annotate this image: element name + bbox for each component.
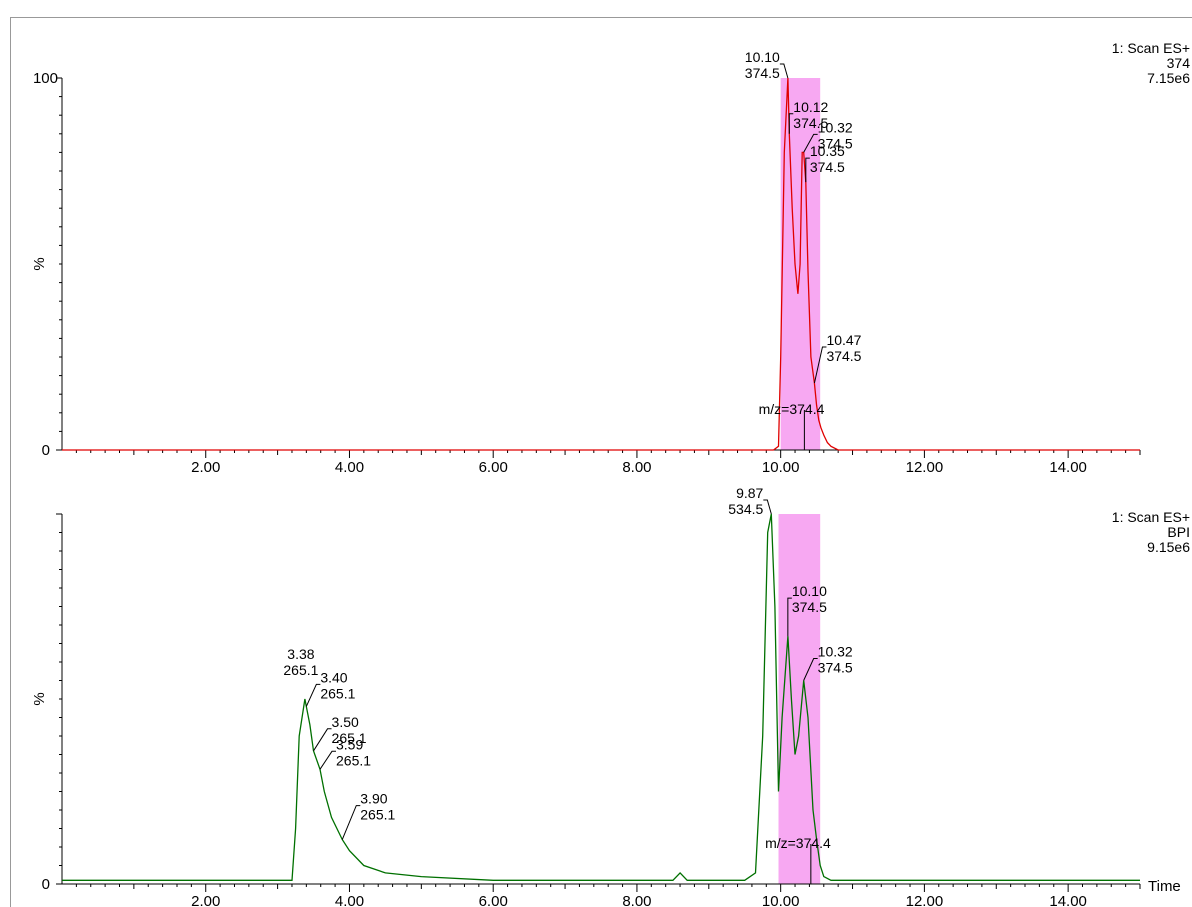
y-tick-label: 0 [42, 876, 50, 893]
peak-mz-label: 374.5 [793, 115, 828, 131]
peak-mz-label: 374.5 [745, 65, 780, 81]
peak-leader [805, 157, 810, 183]
trace-info-label: 374 [1167, 55, 1191, 71]
x-tick-label: 6.00 [479, 459, 508, 476]
peak-leader [319, 750, 337, 770]
peak-leader [779, 63, 789, 79]
y-axis-label: % [31, 257, 48, 270]
peak-rt-label: 3.38 [287, 646, 314, 662]
peak-leader [787, 597, 792, 637]
trace-info-label: 7.15e6 [1147, 70, 1190, 86]
peak-mz-label: 374.5 [792, 599, 827, 615]
trace-info-label: 1: Scan ES+ [1112, 509, 1190, 525]
peak-mz-label: 265.1 [320, 685, 355, 701]
peak-leader [813, 346, 827, 384]
peak-mz-label: 265.1 [283, 662, 318, 678]
peak-mz-label: 374.5 [810, 159, 845, 175]
peak-leader [341, 805, 361, 840]
peak-rt-label: 10.10 [745, 49, 780, 65]
peak-rt-label: 10.35 [810, 143, 845, 159]
peak-mz-label: 534.5 [728, 501, 763, 517]
peak-mz-label: 374.5 [818, 135, 853, 151]
highlight-band [778, 514, 821, 884]
series-line [62, 77, 1140, 451]
peak-leader [763, 499, 772, 515]
peak-rt-label: 3.40 [320, 669, 347, 685]
peak-rt-label: 10.32 [818, 119, 853, 135]
x-tick-label: 2.00 [191, 893, 220, 907]
x-tick-label: 8.00 [622, 459, 651, 476]
peak-leader [803, 658, 818, 681]
x-tick-label: 14.00 [1049, 459, 1087, 476]
peak-mz-label: 374.5 [818, 660, 853, 676]
marker-label: m/z=374.4 [759, 401, 825, 417]
peak-leader [788, 113, 794, 134]
peak-leader [313, 728, 332, 752]
peak-rt-label: 10.12 [793, 99, 828, 115]
peak-rt-label: 3.50 [332, 714, 359, 730]
peak-leader [305, 683, 321, 707]
peak-mz-label: 265.1 [360, 807, 395, 823]
peak-rt-label: 10.47 [826, 332, 861, 348]
x-tick-label: 4.00 [335, 893, 364, 907]
x-tick-label: 2.00 [191, 459, 220, 476]
x-axis-label: Time [1148, 878, 1181, 895]
trace-info-label: 9.15e6 [1147, 539, 1190, 555]
peak-rt-label: 10.32 [818, 644, 853, 660]
marker-label: m/z=374.4 [765, 835, 831, 851]
peak-rt-label: 10.10 [792, 583, 827, 599]
y-tick-label: 100 [33, 70, 58, 87]
peak-rt-label: 3.59 [336, 736, 363, 752]
peak-mz-label: 265.1 [332, 730, 367, 746]
peak-mz-label: 265.1 [336, 752, 371, 768]
x-tick-label: 4.00 [335, 459, 364, 476]
peak-mz-label: 374.5 [826, 348, 861, 364]
x-tick-label: 14.00 [1049, 893, 1087, 907]
x-tick-label: 6.00 [479, 893, 508, 907]
y-axis-label: % [31, 692, 48, 705]
x-tick-label: 10.00 [762, 459, 800, 476]
x-tick-label: 10.00 [762, 893, 800, 907]
y-tick-label: 0 [42, 442, 50, 459]
trace-info-label: BPI [1167, 524, 1190, 540]
peak-leader [803, 133, 818, 153]
peak-rt-label: 9.87 [736, 485, 763, 501]
trace-info-label: 1: Scan ES+ [1112, 40, 1190, 56]
series-line [62, 513, 1140, 881]
x-tick-label: 8.00 [622, 893, 651, 907]
x-tick-label: 12.00 [906, 893, 944, 907]
x-tick-label: 12.00 [906, 459, 944, 476]
peak-rt-label: 3.90 [360, 791, 387, 807]
chromatogram-frame [10, 17, 1192, 907]
